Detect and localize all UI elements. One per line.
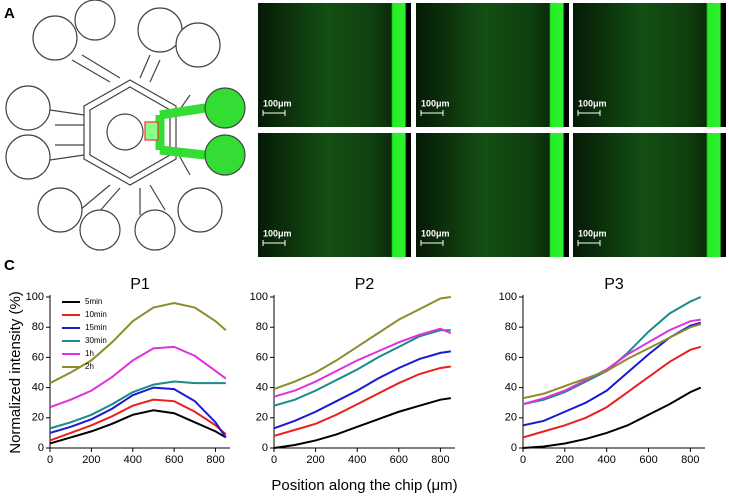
y-tick-label: 60 (256, 351, 268, 363)
data-line (273, 350, 451, 430)
data-line (273, 365, 451, 437)
scale-bar (262, 240, 286, 246)
y-tick-label: 80 (505, 321, 517, 333)
data-line (522, 321, 702, 427)
y-tick-label: 0 (262, 442, 268, 454)
data-line (273, 296, 451, 391)
fluorescence-image (573, 3, 726, 127)
y-tick-label: 40 (32, 382, 44, 394)
chart-title: P3 (604, 276, 624, 293)
y-tick-label: 100 (499, 291, 517, 303)
data-line (522, 345, 702, 439)
scale-bar-label: 100μm (578, 228, 607, 238)
y-tick-label: 0 (38, 442, 44, 454)
x-tick-label: 0 (520, 454, 526, 466)
scale-bar-label: 100μm (263, 98, 292, 108)
x-tick-label: 400 (124, 454, 142, 466)
chip-diagram (5, 0, 246, 251)
y-tick-label: 80 (32, 321, 44, 333)
x-tick-label: 400 (597, 454, 615, 466)
fluorescence-image (416, 3, 569, 127)
chart-title: P2 (355, 276, 375, 293)
legend-label: 2h (85, 362, 94, 371)
y-tick-label: 20 (256, 412, 268, 424)
data-line (273, 329, 451, 407)
data-line (49, 386, 227, 438)
data-line (522, 323, 702, 400)
data-line (49, 302, 227, 384)
x-tick-label: 800 (431, 454, 449, 466)
scale-bar-label: 100μm (263, 228, 292, 238)
x-tick-label: 0 (47, 454, 53, 466)
chart-title: P1 (130, 276, 150, 293)
legend-label: 5min (85, 297, 102, 306)
y-tick-label: 60 (32, 351, 44, 363)
data-line (49, 380, 226, 430)
data-line (522, 318, 701, 406)
x-tick-label: 800 (681, 454, 699, 466)
legend-label: 30min (85, 336, 107, 345)
fluorescence-image (416, 133, 569, 257)
scale-bar (420, 110, 444, 116)
fluorescence-image (258, 3, 411, 127)
data-line (49, 345, 227, 409)
data-line (49, 409, 227, 445)
scale-bar-label: 100μm (421, 228, 450, 238)
legend-label: 15min (85, 323, 107, 332)
y-tick-label: 80 (256, 321, 268, 333)
x-tick-label: 600 (165, 454, 183, 466)
fluorescence-image (573, 133, 726, 257)
x-tick-label: 200 (556, 454, 574, 466)
x-tick-label: 200 (306, 454, 324, 466)
y-tick-label: 40 (505, 382, 517, 394)
x-tick-label: 600 (639, 454, 657, 466)
scale-bar (420, 240, 444, 246)
y-tick-label: 100 (250, 291, 268, 303)
x-tick-label: 200 (82, 454, 100, 466)
data-line (522, 296, 702, 406)
y-tick-label: 0 (511, 442, 517, 454)
microscopy-grid: 100μm 100μm 100μm 100μm 100μm 100μm (258, 3, 726, 257)
x-tick-label: 0 (271, 454, 277, 466)
y-tick-label: 20 (505, 412, 517, 424)
data-line (273, 327, 452, 398)
y-tick-label: 40 (256, 382, 268, 394)
x-tick-label: 600 (390, 454, 408, 466)
legend-label: 10min (85, 310, 107, 319)
x-tick-label: 400 (348, 454, 366, 466)
scale-bar (577, 240, 601, 246)
panel-label: A (4, 5, 15, 22)
x-axis-label: Position along the chip (μm) (271, 477, 457, 494)
scale-bar (577, 110, 601, 116)
x-tick-label: 800 (206, 454, 224, 466)
panel-label: C (4, 257, 15, 274)
data-line (522, 386, 702, 449)
legend-label: 1h (85, 349, 94, 358)
fluorescence-image (258, 133, 411, 257)
y-tick-label: 60 (505, 351, 517, 363)
y-axis-label: Normalized intensity (%) (7, 291, 24, 454)
data-line (49, 398, 227, 442)
y-tick-label: 20 (32, 412, 44, 424)
scale-bar (262, 110, 286, 116)
scale-bar-label: 100μm (421, 98, 450, 108)
y-tick-label: 100 (26, 291, 44, 303)
data-line (273, 397, 451, 449)
scale-bar-label: 100μm (578, 98, 607, 108)
